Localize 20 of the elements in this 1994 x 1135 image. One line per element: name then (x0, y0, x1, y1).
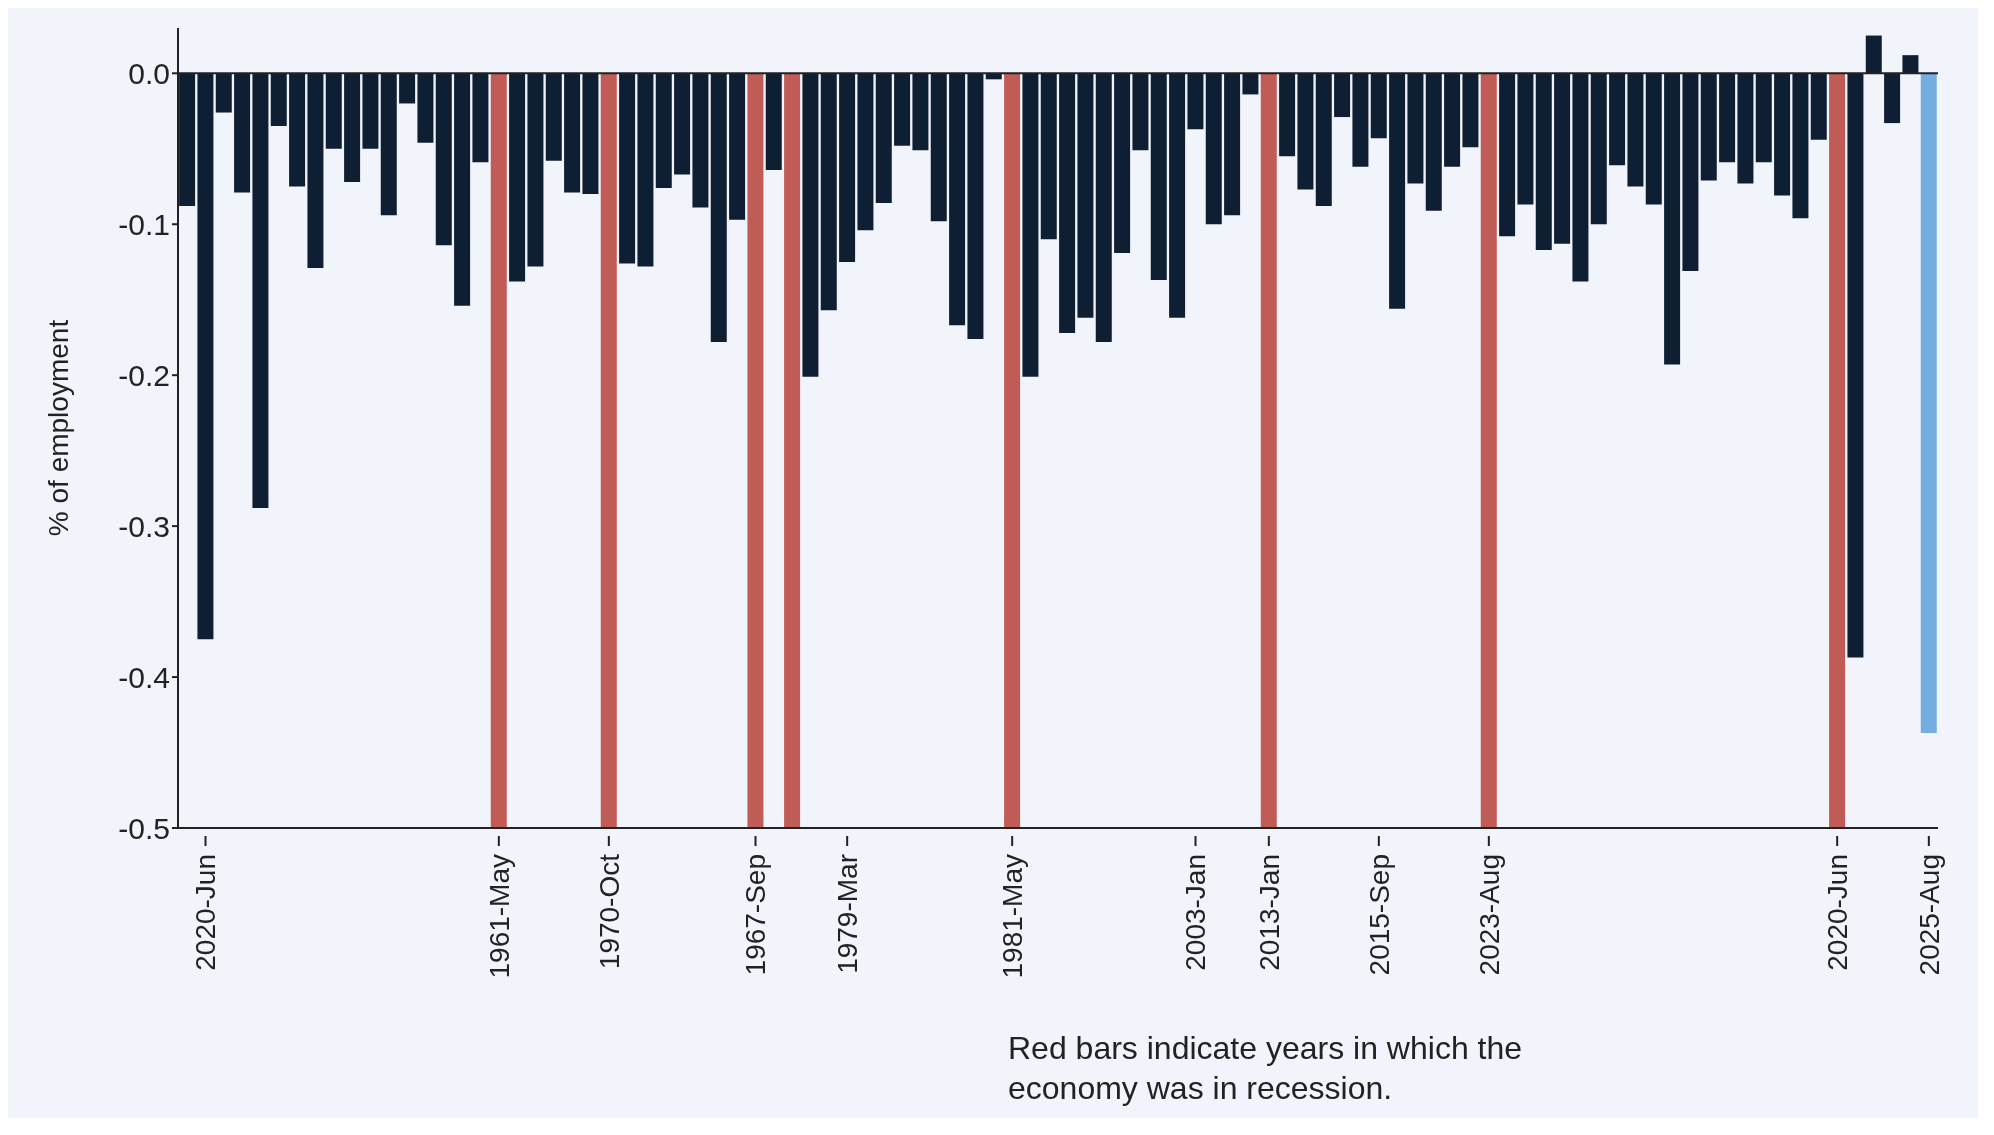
y-tick-label: -0.5 (118, 811, 170, 845)
x-tick-label: 1979-Mar (831, 854, 863, 974)
x-tick-label: 2020-Jun (1821, 854, 1853, 971)
y-tick-label: -0.1 (118, 207, 170, 241)
x-tick-label: 1967-Sep (740, 854, 772, 976)
x-tick-label: 1961-May (483, 854, 515, 979)
y-axis-title: % of employment (42, 319, 74, 537)
x-tick-label: 1970-Oct (593, 853, 625, 970)
x-tick-label: 2015-Sep (1363, 854, 1395, 976)
x-tick-label: 2023-Aug (1473, 854, 1505, 976)
x-tick-label: 2025-Aug (1913, 854, 1945, 976)
y-tick-label: -0.2 (118, 358, 170, 392)
x-tick-label: 2020-Jun (190, 854, 222, 971)
y-tick-label: 0.0 (128, 56, 170, 90)
x-tick-label: 2003-Jan (1180, 854, 1212, 971)
y-tick-label: -0.4 (118, 660, 170, 694)
x-tick-label: 1981-May (996, 854, 1028, 979)
y-tick-label: -0.3 (118, 509, 170, 543)
x-tick-label: 2013-Jan (1253, 854, 1285, 971)
text: Red bars indicate years in which the economy was in recession. (1008, 1029, 1524, 1108)
